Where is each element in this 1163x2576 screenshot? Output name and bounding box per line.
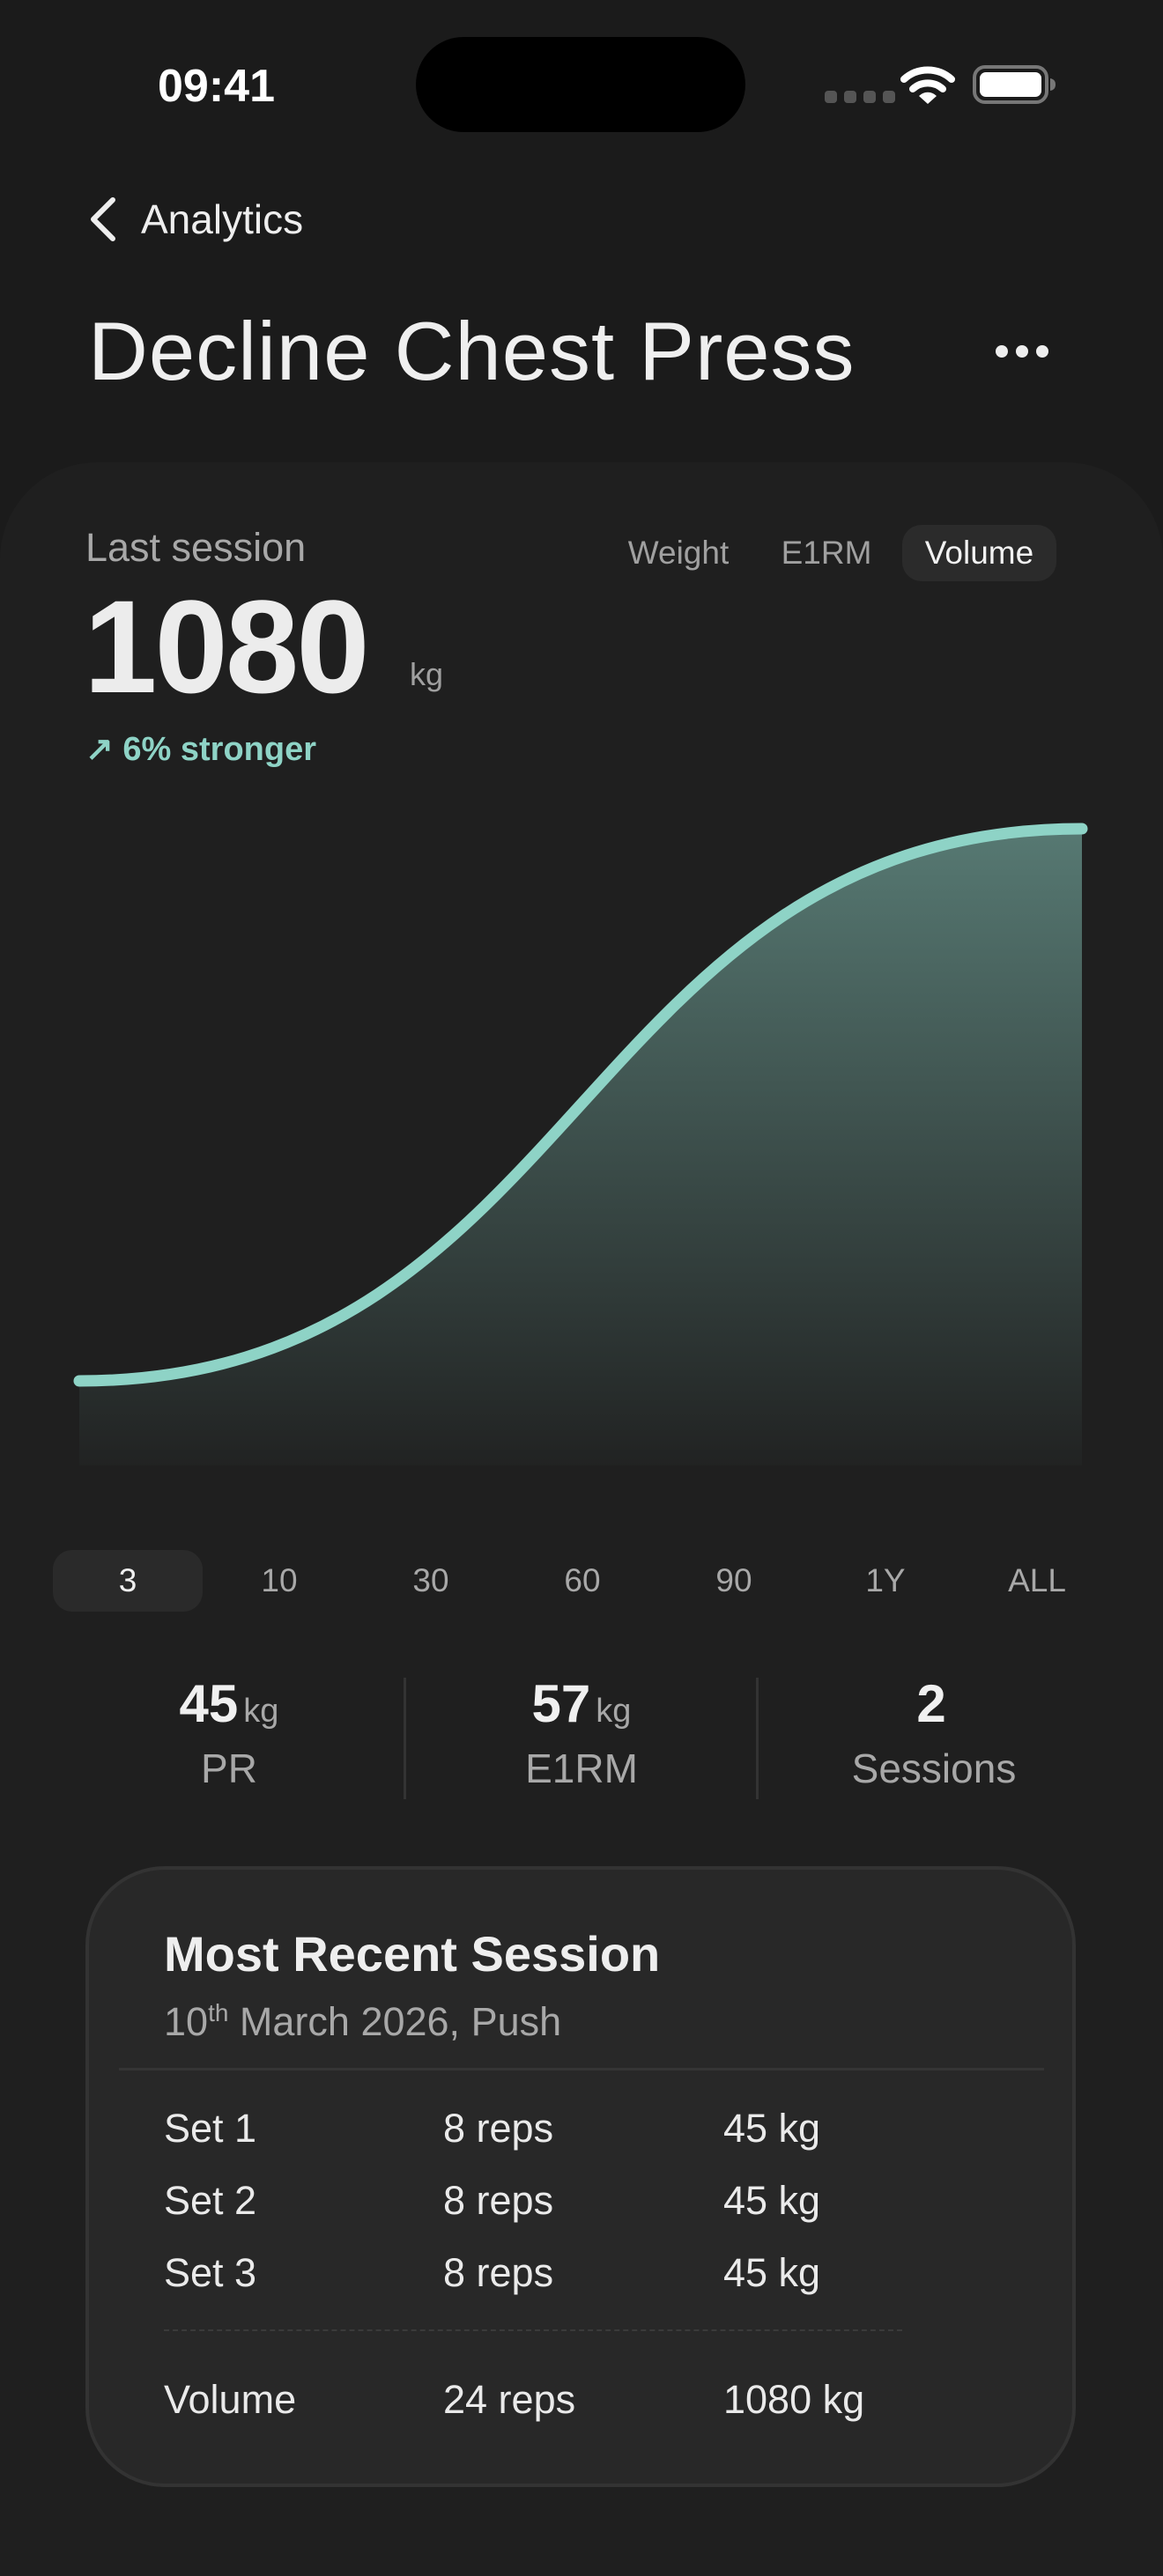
- divider: [756, 1678, 759, 1799]
- stat-sessions: 2 Sessions: [851, 1674, 1017, 1791]
- recent-session-card[interactable]: [85, 1866, 1076, 2487]
- set-row-weight: 45 kg: [723, 2178, 821, 2223]
- set-row-reps: 8 reps: [443, 2250, 554, 2295]
- more-options-button[interactable]: [996, 345, 1048, 358]
- chart-series-line: [73, 823, 1088, 1387]
- range-30[interactable]: 30: [412, 1562, 449, 1598]
- status-time: 09:41: [158, 61, 275, 112]
- page-title: Decline Chest Press: [88, 305, 856, 397]
- range-all[interactable]: ALL: [1008, 1562, 1066, 1598]
- recent-session-date: 10th March 2026, Push: [164, 1999, 562, 2044]
- range-3[interactable]: 3: [53, 1550, 203, 1612]
- dynamic-island: [416, 37, 745, 132]
- tab-volume[interactable]: Volume: [902, 525, 1056, 581]
- ellipsis-icon: [996, 345, 1008, 358]
- total-row-weight: 1080 kg: [723, 2377, 865, 2422]
- range-10[interactable]: 10: [261, 1562, 298, 1598]
- range-60[interactable]: 60: [564, 1562, 601, 1598]
- tab-weight[interactable]: Weight: [627, 535, 730, 571]
- divider: [119, 2068, 1044, 2070]
- wifi-icon: [900, 66, 955, 104]
- back-button[interactable]: Analytics: [88, 196, 303, 243]
- chevron-left-icon: [91, 197, 115, 241]
- divider: [404, 1678, 406, 1799]
- stat-e1rm: 57 kg E1RM: [525, 1674, 638, 1791]
- trend-indicator: ↗ 6% stronger: [85, 731, 317, 768]
- set-row-reps: 8 reps: [443, 2178, 554, 2223]
- set-row-name: Set 2: [164, 2178, 257, 2223]
- total-row-reps: 24 reps: [443, 2377, 576, 2422]
- tab-e1rm[interactable]: E1RM: [781, 535, 872, 571]
- set-row-reps: 8 reps: [443, 2106, 554, 2151]
- back-label: Analytics: [141, 196, 304, 242]
- dashed-divider: [164, 2329, 902, 2331]
- summary-label: Last session: [85, 525, 307, 570]
- range-1y[interactable]: 1Y: [865, 1562, 906, 1598]
- recent-session-title: Most Recent Session: [164, 1926, 661, 1982]
- summary-value: 1080: [84, 572, 370, 720]
- stat-pr: 45 kg PR: [179, 1674, 279, 1791]
- set-row-name: Set 3: [164, 2250, 257, 2295]
- chart-area-fill: [79, 829, 1082, 1465]
- summary-unit: kg: [410, 656, 444, 692]
- set-row-name: Set 1: [164, 2106, 257, 2151]
- set-row-weight: 45 kg: [723, 2106, 821, 2151]
- range-90[interactable]: 90: [715, 1562, 752, 1598]
- battery-full-icon: [973, 65, 1056, 104]
- cellular-signal-icon: [825, 91, 895, 103]
- set-row-weight: 45 kg: [723, 2250, 821, 2295]
- total-row-name: Volume: [164, 2377, 297, 2422]
- volume-chart: [73, 823, 1088, 1465]
